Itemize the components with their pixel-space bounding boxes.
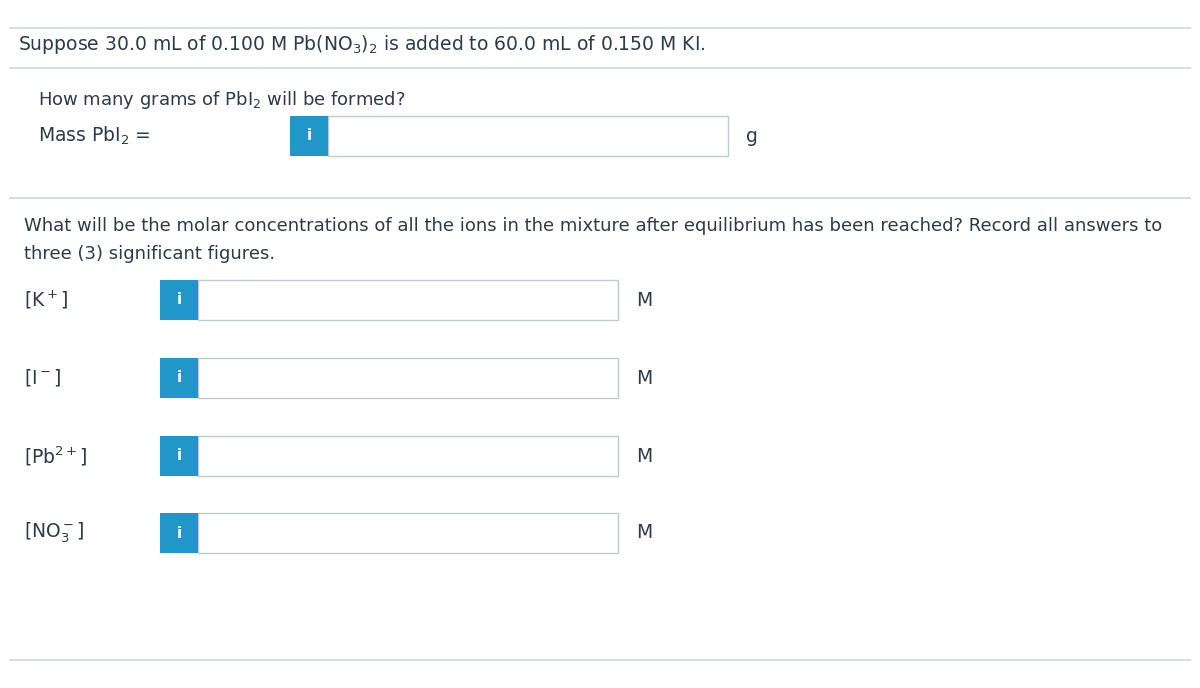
FancyBboxPatch shape xyxy=(198,513,618,553)
Text: [Pb$^{2+}$]: [Pb$^{2+}$] xyxy=(24,444,88,468)
FancyBboxPatch shape xyxy=(160,280,198,320)
FancyBboxPatch shape xyxy=(160,358,198,398)
FancyBboxPatch shape xyxy=(198,280,618,320)
Text: Suppose 30.0 mL of 0.100 M Pb(NO$_3$)$_2$ is added to 60.0 mL of 0.150 M KI.: Suppose 30.0 mL of 0.100 M Pb(NO$_3$)$_2… xyxy=(18,32,706,56)
Text: g: g xyxy=(746,127,758,145)
Text: [NO$_3^-$]: [NO$_3^-$] xyxy=(24,521,85,546)
FancyBboxPatch shape xyxy=(160,513,198,553)
Text: i: i xyxy=(176,449,181,464)
FancyBboxPatch shape xyxy=(198,358,618,398)
Text: Mass PbI$_2$ =: Mass PbI$_2$ = xyxy=(38,125,151,147)
FancyBboxPatch shape xyxy=(328,116,728,156)
Text: M: M xyxy=(636,369,653,387)
Text: How many grams of PbI$_2$ will be formed?: How many grams of PbI$_2$ will be formed… xyxy=(38,89,406,111)
Text: [I$^-$]: [I$^-$] xyxy=(24,367,61,389)
Text: i: i xyxy=(176,526,181,541)
Text: three (3) significant figures.: three (3) significant figures. xyxy=(24,245,275,263)
Text: [K$^+$]: [K$^+$] xyxy=(24,289,68,311)
Text: M: M xyxy=(636,290,653,310)
Text: M: M xyxy=(636,447,653,466)
Text: i: i xyxy=(306,129,312,144)
FancyBboxPatch shape xyxy=(198,436,618,476)
Text: i: i xyxy=(176,292,181,308)
FancyBboxPatch shape xyxy=(290,116,328,156)
FancyBboxPatch shape xyxy=(160,436,198,476)
Text: M: M xyxy=(636,524,653,543)
Text: What will be the molar concentrations of all the ions in the mixture after equil: What will be the molar concentrations of… xyxy=(24,217,1163,235)
Text: i: i xyxy=(176,371,181,385)
